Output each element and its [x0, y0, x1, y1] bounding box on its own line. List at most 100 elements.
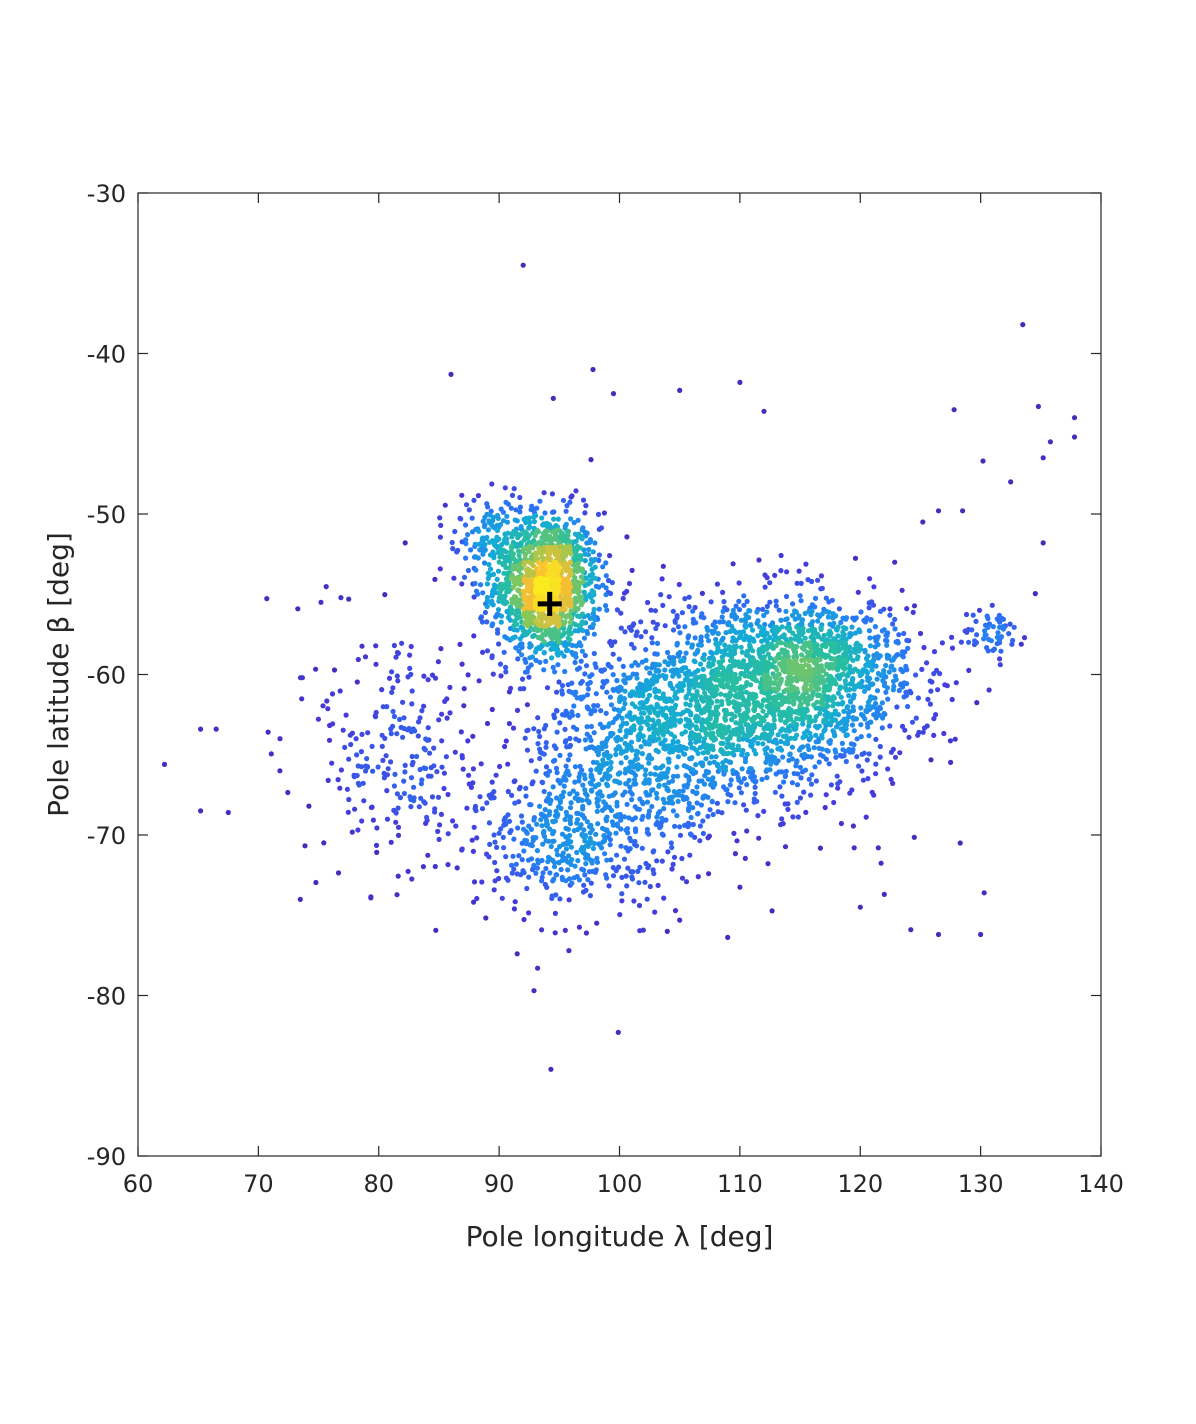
data-point [596, 797, 602, 803]
data-point [855, 589, 861, 595]
data-point [498, 826, 504, 832]
data-point [738, 617, 744, 623]
data-point [686, 690, 692, 696]
data-point [596, 552, 603, 558]
data-point [523, 546, 529, 552]
data-point [850, 675, 856, 682]
data-point [509, 576, 515, 582]
data-point [733, 603, 739, 609]
data-point [681, 783, 687, 789]
data-point [709, 799, 715, 805]
data-point [465, 532, 471, 538]
data-point [741, 713, 747, 720]
data-point [549, 640, 555, 646]
data-point [738, 790, 745, 796]
data-point [315, 716, 321, 722]
data-point [767, 599, 773, 605]
data-point [669, 844, 675, 851]
data-point [808, 792, 814, 798]
data-point [812, 764, 818, 770]
data-point [725, 652, 732, 658]
data-point [767, 634, 773, 641]
data-point [982, 632, 988, 638]
data-point [800, 625, 806, 632]
data-point [685, 708, 692, 714]
data-point [624, 883, 630, 889]
data-point [884, 638, 890, 644]
data-point [504, 589, 510, 595]
data-point [640, 813, 646, 820]
data-point [545, 524, 551, 530]
data-point [509, 600, 515, 606]
data-point [370, 768, 376, 774]
data-point [780, 698, 786, 704]
data-point [830, 703, 836, 709]
data-point [719, 701, 725, 708]
data-point [409, 688, 415, 694]
data-point [744, 648, 751, 654]
data-point [875, 670, 882, 677]
data-point [556, 804, 562, 810]
data-point [509, 862, 515, 868]
data-point [552, 910, 559, 917]
data-point [554, 770, 560, 776]
data-point [530, 779, 536, 785]
data-point [520, 628, 526, 634]
data-point [622, 629, 628, 635]
data-point [528, 758, 534, 764]
data-point [580, 579, 586, 585]
data-point [670, 773, 677, 780]
data-point [609, 642, 615, 649]
data-point [844, 732, 850, 738]
data-point [760, 741, 766, 747]
data-point [741, 776, 747, 782]
data-point [677, 917, 683, 923]
data-point [985, 648, 991, 654]
data-point [856, 682, 863, 688]
data-point [758, 704, 764, 710]
data-point [807, 730, 813, 736]
data-point [580, 599, 586, 605]
data-point [747, 766, 753, 772]
data-point [395, 832, 402, 839]
data-point [881, 710, 887, 717]
data-point [542, 807, 548, 813]
data-point [724, 744, 730, 750]
data-point [869, 659, 875, 665]
data-point [438, 811, 444, 818]
data-point [937, 671, 943, 677]
data-point [479, 537, 485, 543]
data-point [949, 634, 955, 640]
data-point [486, 820, 492, 826]
data-point [576, 778, 582, 784]
data-point [514, 616, 520, 622]
data-point [585, 877, 591, 883]
data-point [435, 828, 441, 835]
data-point [596, 841, 602, 847]
data-point [669, 866, 675, 872]
data-point [538, 817, 544, 823]
data-point [814, 699, 820, 705]
data-point [741, 658, 747, 664]
data-point [728, 729, 734, 736]
data-point [774, 687, 780, 693]
data-point [358, 764, 365, 770]
data-point [710, 811, 716, 818]
data-point [569, 680, 575, 686]
data-point [713, 723, 719, 729]
data-point [528, 662, 534, 668]
data-point [825, 614, 832, 620]
data-point [736, 580, 742, 586]
data-point [776, 607, 782, 613]
data-point [723, 630, 729, 636]
data-point [620, 792, 626, 798]
data-point [368, 804, 374, 811]
data-point [769, 628, 775, 634]
data-point [459, 581, 465, 587]
data-point [668, 705, 674, 711]
data-point [511, 778, 517, 785]
data-point [786, 699, 792, 705]
data-point [828, 782, 835, 788]
data-point [432, 675, 439, 681]
